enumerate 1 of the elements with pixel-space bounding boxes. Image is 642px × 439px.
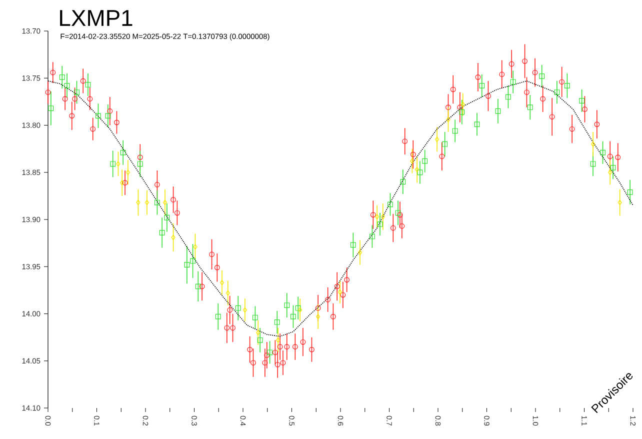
chart-title: LXMP1 [60, 10, 132, 26]
